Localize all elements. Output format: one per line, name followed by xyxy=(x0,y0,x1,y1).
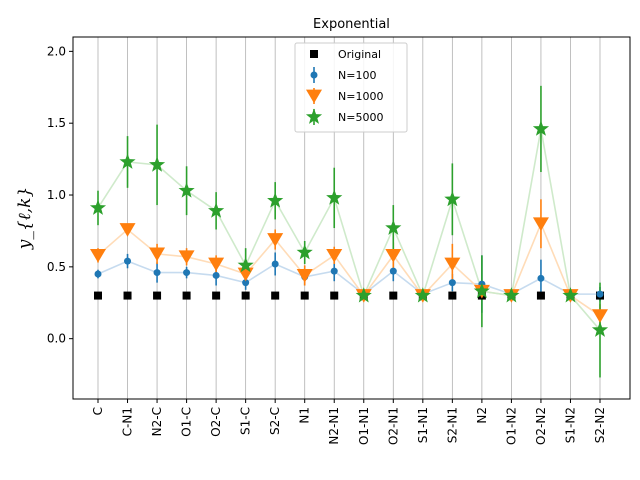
data-point-n-5000 xyxy=(473,282,490,299)
x-tick-label: O1-N2 xyxy=(504,407,518,445)
data-point-n-100 xyxy=(183,269,191,277)
y-tick-label: 1.0 xyxy=(47,188,66,202)
data-point-n-5000 xyxy=(296,243,313,260)
data-point-n-5000 xyxy=(444,190,461,207)
data-point-n-100 xyxy=(153,269,161,277)
x-tick-label: O1-C xyxy=(180,407,194,437)
legend-label-n-5000: N=5000 xyxy=(338,111,383,124)
data-point-n-100 xyxy=(124,257,132,265)
x-tick-label: S1-C xyxy=(239,407,253,435)
data-point-n-1000 xyxy=(532,217,549,231)
data-point-n-100 xyxy=(212,271,220,279)
axes-frame xyxy=(72,36,631,400)
data-point-n-100 xyxy=(537,274,545,282)
data-point-n-5000 xyxy=(503,287,520,303)
y-tick-label: 0.0 xyxy=(47,332,66,346)
data-point-n-1000 xyxy=(178,250,195,264)
data-point-n-100 xyxy=(271,260,279,268)
y-tick-label: 0.5 xyxy=(47,260,66,274)
legend-marker-n-5000 xyxy=(305,108,323,124)
data-point-n-100 xyxy=(389,267,397,275)
series-line-n-5000 xyxy=(97,128,601,331)
data-point-n-5000 xyxy=(591,321,609,337)
legend-marker-n-100 xyxy=(310,71,318,79)
x-tick-label: S1-N1 xyxy=(416,407,430,443)
data-point-n-5000 xyxy=(208,202,225,218)
y-tick-label: 1.5 xyxy=(47,116,66,130)
legend-label-n-100: N=100 xyxy=(338,69,376,82)
data-point-n-5000 xyxy=(562,287,579,303)
x-tick-label: C-N1 xyxy=(121,407,135,436)
legend-marker-original xyxy=(310,50,318,58)
y-tick-label: 2.0 xyxy=(47,44,66,58)
data-point-original xyxy=(94,291,102,300)
data-point-n-5000 xyxy=(326,189,343,205)
data-point-n-5000 xyxy=(385,219,402,235)
x-tick-label: S2-N1 xyxy=(445,407,459,443)
data-point-n-5000 xyxy=(355,287,372,303)
x-tick-label: O1-N1 xyxy=(357,407,371,445)
legend-label-original: Original xyxy=(338,48,381,61)
data-point-n-5000 xyxy=(178,182,195,198)
data-point-n-1000 xyxy=(592,309,608,323)
data-point-n-5000 xyxy=(148,156,166,172)
legend: Original N=100 N=1000 N=5000 xyxy=(294,42,408,133)
axis-layer: C C-N1 N2-C O1-C O2-C S1-C S2-C N1 N2-N1 O1-N1 O2-… xyxy=(47,44,607,445)
data-point-n-100 xyxy=(448,279,456,287)
data-point-n-5000 xyxy=(237,256,254,273)
x-tick-label: O2-C xyxy=(209,407,223,437)
data-point-original xyxy=(153,291,162,300)
data-point-n-5000 xyxy=(119,153,136,169)
chart-title: Exponential xyxy=(313,17,390,32)
data-point-original xyxy=(330,291,339,300)
data-point-n-1000 xyxy=(149,247,166,262)
data-point-n-100 xyxy=(330,267,338,275)
x-tick-label: O2-N1 xyxy=(386,407,400,445)
data-point-n-100 xyxy=(242,279,250,287)
data-point-original xyxy=(123,291,132,300)
x-tick-label: C xyxy=(91,407,105,415)
data-point-n-100 xyxy=(596,290,604,298)
data-point-n-5000 xyxy=(414,287,431,303)
data-point-n-1000 xyxy=(267,233,284,247)
data-point-n-1000 xyxy=(119,223,136,237)
data-point-original xyxy=(182,291,191,300)
data-point-original xyxy=(448,291,457,300)
x-tick-label: S2-N2 xyxy=(593,407,607,443)
x-tick-label: S1-N2 xyxy=(563,407,577,443)
data-point-n-1000 xyxy=(326,248,343,263)
data-point-n-5000 xyxy=(532,120,550,136)
data-point-n-1000 xyxy=(444,257,461,272)
x-tick-label: N1 xyxy=(298,407,312,424)
x-tick-label: N2-N1 xyxy=(327,407,341,445)
x-tick-label: S2-C xyxy=(268,407,282,435)
x-tick-label: N2 xyxy=(475,407,489,424)
series-n-5000 xyxy=(89,120,609,337)
data-point-n-1000 xyxy=(90,248,106,263)
data-point-n-100 xyxy=(94,270,102,278)
data-point-n-1000 xyxy=(208,257,225,272)
x-tick-label: O2-N2 xyxy=(534,407,548,445)
legend-marker-n-1000 xyxy=(306,89,322,104)
data-point-n-1000 xyxy=(385,248,402,263)
data-point-original xyxy=(271,291,280,300)
legend-label-n-1000: N=1000 xyxy=(338,90,383,103)
data-point-original xyxy=(300,291,309,300)
series-line-n-1000 xyxy=(97,221,601,317)
data-point-original xyxy=(241,291,250,300)
data-markers xyxy=(89,120,609,337)
y-axis-label: y_{ℓ,k} xyxy=(15,187,35,251)
data-point-n-1000 xyxy=(296,269,313,283)
data-point-original xyxy=(536,291,545,300)
x-tick-label: N2-C xyxy=(150,407,164,436)
data-point-original xyxy=(212,291,221,300)
legend-frame xyxy=(294,42,408,133)
data-point-n-5000 xyxy=(89,199,107,215)
data-point-original xyxy=(389,291,398,300)
data-point-n-5000 xyxy=(267,192,284,208)
